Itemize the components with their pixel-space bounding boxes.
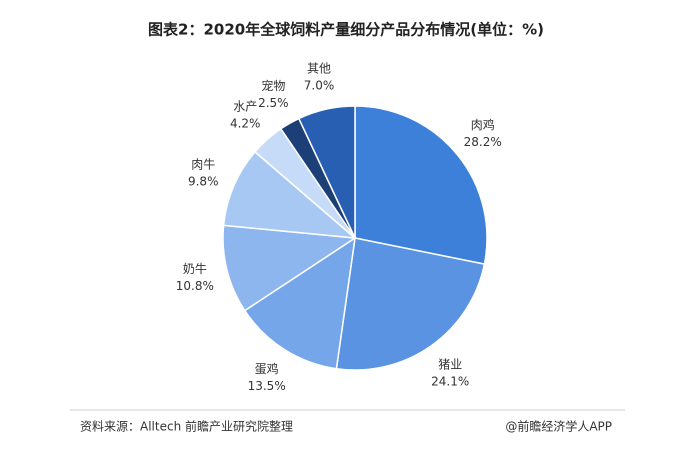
- slice-label: 宠物: [261, 78, 285, 93]
- pie-slice: [354, 105, 488, 266]
- value-label: 13.5%: [248, 379, 286, 393]
- slice-label: 水产: [233, 99, 257, 113]
- slice-label: 猪业: [438, 357, 462, 371]
- chart-title: 图表2：2020年全球饲料产量细分产品分布情况(单位：%): [148, 21, 544, 39]
- pie-slice: [222, 224, 358, 312]
- source: 资料来源：Alltech 前瞻产业研究院整理: [80, 419, 293, 434]
- slice-label: 奶牛: [183, 261, 207, 276]
- value-label: 2.5%: [258, 96, 289, 110]
- value-label: 9.8%: [188, 175, 219, 189]
- slice-label: 肉鸡: [471, 117, 495, 132]
- value-label: 7.0%: [304, 78, 335, 92]
- pie-slice: [243, 236, 356, 370]
- pie-slice: [297, 105, 356, 239]
- slice-label: 肉牛: [191, 157, 215, 172]
- value-label: 10.8%: [176, 279, 214, 293]
- value-label: 24.1%: [431, 374, 469, 388]
- slice-label: 其他: [307, 61, 331, 75]
- pie-slice: [335, 237, 486, 371]
- value-label: 28.2%: [464, 135, 502, 149]
- value-label: 4.2%: [230, 116, 261, 130]
- slice-label: 蛋鸡: [255, 361, 279, 376]
- credit: @前瞻经济学人APP: [505, 419, 612, 434]
- pie-slice: [222, 150, 358, 239]
